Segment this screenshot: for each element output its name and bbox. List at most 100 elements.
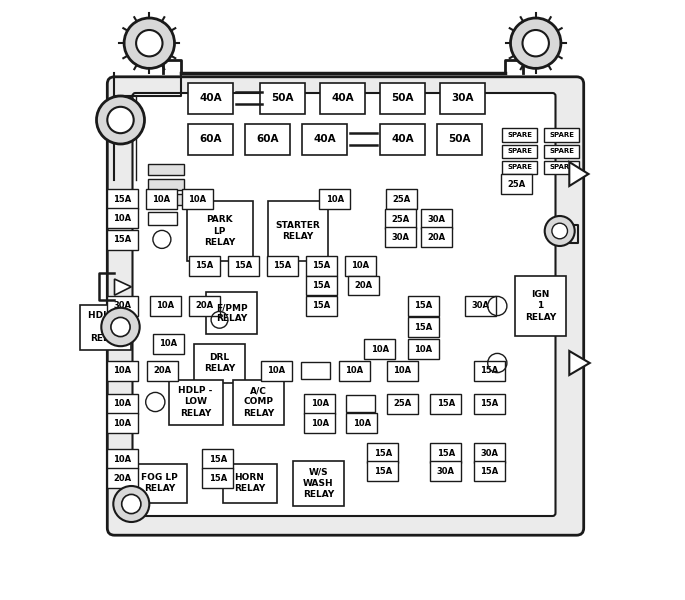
Bar xyxy=(339,361,370,381)
Bar xyxy=(348,275,379,295)
Bar xyxy=(306,296,337,316)
Bar xyxy=(107,468,138,488)
Bar xyxy=(387,394,418,414)
Text: HORN
RELAY: HORN RELAY xyxy=(234,473,265,493)
Bar xyxy=(107,230,138,250)
Text: 10A: 10A xyxy=(160,340,177,348)
Text: 10A: 10A xyxy=(152,194,171,203)
Text: 25A: 25A xyxy=(392,214,410,223)
Circle shape xyxy=(101,308,140,346)
Bar xyxy=(202,449,234,469)
Bar xyxy=(304,413,335,433)
Bar xyxy=(502,161,536,174)
Bar xyxy=(387,361,418,381)
Text: 10A: 10A xyxy=(325,194,344,203)
Text: SPARE: SPARE xyxy=(507,132,532,138)
Bar xyxy=(194,343,245,383)
Bar xyxy=(408,340,439,359)
Bar xyxy=(189,256,220,275)
Text: SPARE: SPARE xyxy=(507,148,532,154)
Bar xyxy=(346,395,375,412)
Bar xyxy=(150,296,181,316)
Text: 10A: 10A xyxy=(113,400,132,408)
Text: 20A: 20A xyxy=(427,232,446,241)
Bar xyxy=(430,461,461,481)
Bar xyxy=(474,461,505,481)
Text: 40A: 40A xyxy=(391,134,414,144)
Circle shape xyxy=(136,30,162,56)
Bar xyxy=(501,174,532,194)
Circle shape xyxy=(510,18,561,68)
Bar xyxy=(430,394,461,414)
Text: 10A: 10A xyxy=(310,419,329,427)
Text: 10A: 10A xyxy=(310,400,329,408)
Bar xyxy=(502,145,536,158)
Text: W/S
WASH
RELAY: W/S WASH RELAY xyxy=(303,467,334,499)
Text: 20A: 20A xyxy=(153,366,171,376)
Text: HDLP -
HI
RELAY: HDLP - HI RELAY xyxy=(88,311,123,343)
Text: 15A: 15A xyxy=(195,261,214,270)
Bar xyxy=(182,189,213,209)
Text: 15A: 15A xyxy=(208,455,227,463)
Text: 10A: 10A xyxy=(156,301,175,311)
Bar xyxy=(408,317,439,337)
Text: 10A: 10A xyxy=(113,214,132,223)
Circle shape xyxy=(124,18,175,68)
Bar xyxy=(188,83,233,114)
Bar xyxy=(146,189,177,209)
Bar xyxy=(228,256,259,275)
Text: 10A: 10A xyxy=(113,366,132,376)
Bar xyxy=(148,212,177,225)
Bar xyxy=(385,209,416,229)
Bar xyxy=(367,443,398,463)
Bar xyxy=(107,296,138,316)
Text: 40A: 40A xyxy=(313,134,336,144)
Text: 10A: 10A xyxy=(351,261,370,270)
Text: 30A: 30A xyxy=(392,232,410,241)
Bar xyxy=(107,413,138,433)
Text: 15A: 15A xyxy=(480,366,499,376)
Text: 10A: 10A xyxy=(345,366,364,376)
Text: 50A: 50A xyxy=(391,94,414,103)
Text: SPARE: SPARE xyxy=(549,148,574,154)
Text: 15A: 15A xyxy=(312,281,331,290)
Bar xyxy=(440,83,485,114)
Bar xyxy=(245,124,290,155)
Bar xyxy=(268,201,327,261)
Text: 15A: 15A xyxy=(234,261,253,270)
Text: 15A: 15A xyxy=(480,400,499,408)
Bar xyxy=(306,256,337,275)
Circle shape xyxy=(545,216,575,246)
Polygon shape xyxy=(569,351,590,375)
Text: 15A: 15A xyxy=(436,449,455,457)
Text: 60A: 60A xyxy=(199,134,222,144)
Text: 10A: 10A xyxy=(414,344,432,354)
Text: SPARE: SPARE xyxy=(507,164,532,170)
Bar xyxy=(107,189,138,209)
Bar xyxy=(474,361,505,381)
Text: 30A: 30A xyxy=(437,467,455,475)
Text: 30A: 30A xyxy=(471,301,490,311)
Bar xyxy=(306,275,337,295)
Bar xyxy=(380,124,425,155)
Text: 10A: 10A xyxy=(353,419,371,427)
Text: 30A: 30A xyxy=(427,214,446,223)
Text: 30A: 30A xyxy=(480,449,499,457)
Bar xyxy=(465,296,496,316)
Text: 30A: 30A xyxy=(451,94,474,103)
Bar xyxy=(430,443,461,463)
Text: DRL
RELAY: DRL RELAY xyxy=(204,353,235,373)
Text: 15A: 15A xyxy=(208,474,227,482)
Bar xyxy=(319,189,350,209)
Circle shape xyxy=(552,223,567,239)
Text: 15A: 15A xyxy=(312,301,331,311)
Bar xyxy=(380,83,425,114)
Text: 40A: 40A xyxy=(331,94,354,103)
Bar xyxy=(107,361,138,381)
Bar xyxy=(147,164,184,175)
Text: SPARE: SPARE xyxy=(549,164,574,170)
Bar xyxy=(502,128,536,142)
Circle shape xyxy=(523,30,549,56)
Polygon shape xyxy=(569,162,588,186)
Bar xyxy=(386,189,417,209)
